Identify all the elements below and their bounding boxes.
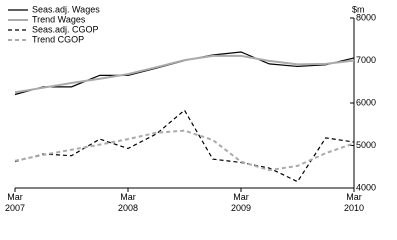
y-tick-label: 4000	[356, 182, 376, 192]
series-line	[14, 51, 355, 96]
x-tick-label: Mar 2007	[4, 192, 26, 213]
y-tick-label: 6000	[356, 97, 376, 107]
chart-page: $m 4000 5000 6000 7000 8000 Seas.adj. Wages Tr…	[4, 4, 376, 213]
legend-label: Seas.adj. Wages	[32, 4, 100, 14]
series-line	[14, 109, 355, 183]
x-tick-label: Mar 2008	[117, 192, 139, 213]
series-line	[14, 129, 355, 172]
y-axis-label: $m	[352, 4, 365, 14]
x-tick-label: Mar 2010	[343, 192, 365, 213]
y-tick-label: 5000	[356, 140, 376, 150]
series-line	[14, 54, 355, 94]
x-tick-label: Mar 2009	[230, 192, 252, 213]
y-tick-label: 7000	[356, 55, 376, 65]
legend-label: Seas.adj. CGOP	[32, 24, 99, 34]
legend-label: Trend CGOP	[32, 34, 84, 44]
y-tick-label: 8000	[356, 12, 376, 22]
legend-label: Trend Wages	[32, 14, 86, 24]
